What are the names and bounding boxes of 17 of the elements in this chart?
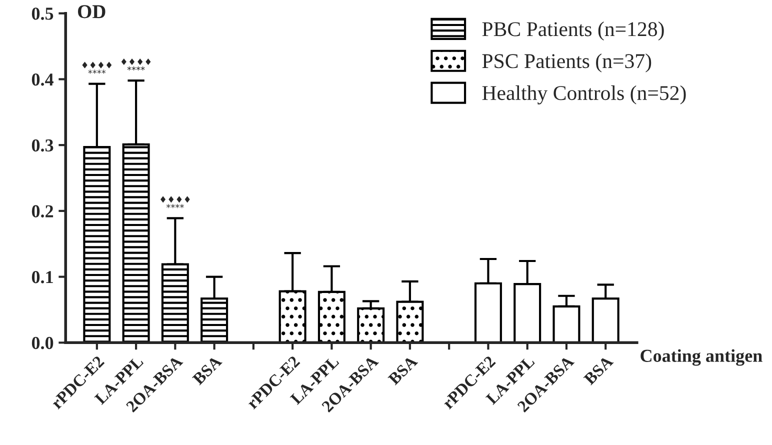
annotation: ♦♦♦♦ **** bbox=[160, 196, 190, 208]
y-axis-title: OD bbox=[78, 5, 106, 18]
x-axis-title: Coating antigen bbox=[640, 349, 762, 366]
legend-label: PSC Patients (n=37) bbox=[482, 53, 652, 72]
y-tick-label: 0.4 bbox=[32, 73, 54, 86]
legend-label: Healthy Controls (n=52) bbox=[482, 85, 686, 104]
y-tick-label: 0.5 bbox=[32, 8, 54, 20]
annotation: ♦♦♦♦ **** bbox=[121, 58, 151, 71]
x-tick-label: BSA bbox=[583, 354, 614, 386]
y-tick-label: 0.2 bbox=[32, 205, 54, 218]
x-tick-label: BSA bbox=[388, 354, 418, 386]
y-tick-label: 0.1 bbox=[32, 271, 53, 284]
y-tick-label: 0.0 bbox=[32, 336, 54, 350]
legend-label: PBC Patients (n=128) bbox=[482, 22, 664, 40]
x-tick-label: BSA bbox=[192, 354, 223, 386]
y-tick-label: 0.3 bbox=[32, 139, 54, 152]
annotation: ♦♦♦♦ **** bbox=[82, 62, 112, 74]
